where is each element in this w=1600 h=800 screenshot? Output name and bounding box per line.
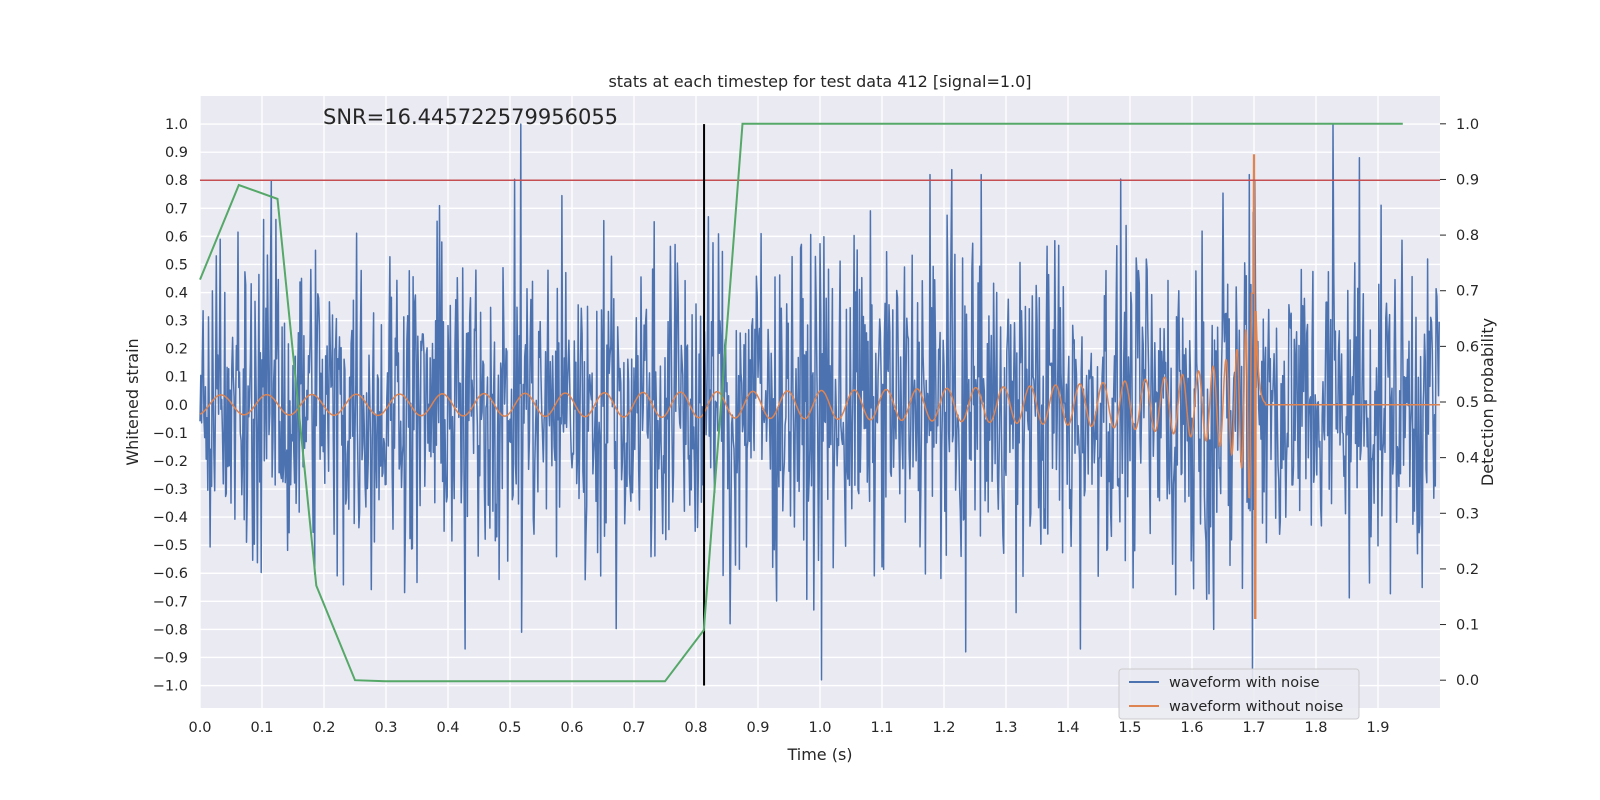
snr-annotation: SNR=16.445722579956055	[323, 105, 618, 129]
y-tick-label: −0.6	[153, 566, 188, 582]
y2-axis-label: Detection probability	[1478, 318, 1497, 486]
y-tick-label: 0.5	[165, 257, 188, 273]
series-detection-probability	[199, 122, 1403, 683]
y2-tick-label: 0.4	[1456, 451, 1479, 467]
y-tick-label: 0.8	[165, 173, 188, 189]
y-tick-label: 0.1	[165, 370, 188, 386]
x-tick-label: 1.9	[1366, 720, 1389, 736]
grid	[199, 96, 1440, 708]
y2-tick-label: 0.3	[1456, 506, 1479, 522]
y-tick-label: 0.2	[165, 342, 188, 358]
x-tick-label: 1.6	[1180, 720, 1203, 736]
x-tick-label: 1.1	[870, 720, 893, 736]
y2-tick-label: 0.2	[1456, 562, 1479, 578]
x-tick-label: 1.5	[1118, 720, 1141, 736]
x-tick-label: 0.6	[560, 720, 583, 736]
y-tick-label: −0.4	[153, 510, 188, 526]
y-tick-label: −0.8	[153, 622, 188, 638]
y-tick-label: −0.3	[153, 482, 188, 498]
y-tick-label: −0.9	[153, 650, 188, 666]
y-tick-label: 0.9	[165, 145, 188, 161]
ticks-layer: 0.0 0.1 0.2 0.3 0.4 0.5 0.6 0.7 0.8 0.9 1.0 1.1 1.2 1…	[153, 117, 1479, 736]
x-tick-label: 1.2	[932, 720, 955, 736]
y-tick-label: −1.0	[153, 679, 188, 695]
y2-tick-label: 0.7	[1456, 284, 1479, 300]
y-tick-label: 0.4	[165, 286, 188, 302]
series-waveform-without-noise	[199, 154, 1440, 619]
y-tick-label: 1.0	[165, 117, 188, 133]
y-tick-label: −0.1	[153, 426, 188, 442]
y-axis-label: Whitened strain	[123, 338, 142, 465]
y2-tick-label: 0.0	[1456, 673, 1479, 689]
x-tick-label: 1.3	[994, 720, 1017, 736]
series-waveform-with-noise	[199, 123, 1440, 681]
x-tick-label: 0.8	[684, 720, 707, 736]
y2-tick-label: 0.8	[1456, 228, 1479, 244]
x-tick-label: 0.2	[312, 720, 335, 736]
y2-tick-label: 0.1	[1456, 618, 1479, 634]
x-tick-label: 0.5	[498, 720, 521, 736]
x-tick-label: 1.8	[1304, 720, 1327, 736]
y2-tick-label: 1.0	[1456, 117, 1479, 133]
x-tick-label: 0.3	[374, 720, 397, 736]
y-tick-label: 0.3	[165, 314, 188, 330]
y-tick-label: 0.0	[165, 398, 188, 414]
legend-label-noise: waveform with noise	[1169, 675, 1320, 691]
legend-label-clean: waveform without noise	[1169, 699, 1343, 715]
y-tick-label: −0.2	[153, 454, 188, 470]
x-tick-label: 0.4	[436, 720, 459, 736]
x-tick-label: 1.7	[1242, 720, 1265, 736]
x-tick-label: 1.0	[808, 720, 831, 736]
x-tick-label: 0.7	[622, 720, 645, 736]
y-tick-label: −0.5	[153, 538, 188, 554]
y-tick-label: 0.7	[165, 201, 188, 217]
y-tick-label: 0.6	[165, 229, 188, 245]
chart-title: stats at each timestep for test data 412…	[608, 72, 1031, 91]
y2-tick-label: 0.6	[1456, 339, 1479, 355]
x-tick-label: 0.1	[250, 720, 273, 736]
y2-tick-label: 0.9	[1456, 172, 1479, 188]
y-tick-label: −0.7	[153, 594, 188, 610]
x-tick-label: 0.0	[188, 720, 211, 736]
legend-box	[1118, 668, 1360, 720]
legend: waveform with noise waveform without noi…	[1118, 668, 1360, 720]
x-axis-label: Time (s)	[786, 745, 852, 764]
y2-tick-label: 0.5	[1456, 395, 1479, 411]
x-tick-label: 1.4	[1056, 720, 1079, 736]
x-tick-label: 0.9	[746, 720, 769, 736]
series-layer	[199, 122, 1440, 686]
